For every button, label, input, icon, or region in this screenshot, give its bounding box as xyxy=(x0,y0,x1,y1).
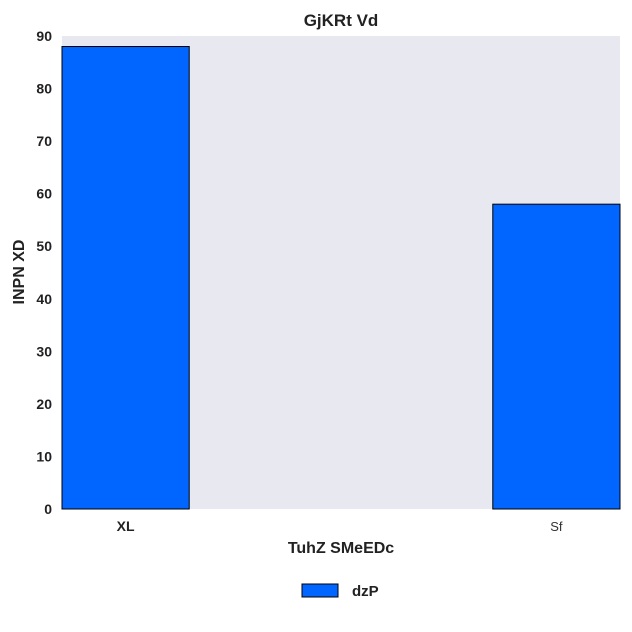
x-tick-label: Sf xyxy=(550,519,563,534)
y-tick-label: 70 xyxy=(36,133,52,149)
y-tick-label: 20 xyxy=(36,396,52,412)
chart-title: GjKRt Vd xyxy=(304,11,379,30)
y-tick-label: 90 xyxy=(36,28,52,44)
legend-label: dzP xyxy=(352,583,379,600)
y-tick-label: 40 xyxy=(36,291,52,307)
legend: dzP xyxy=(302,583,379,600)
bar xyxy=(493,204,620,509)
x-axis-label: TuhZ SMeEDc xyxy=(288,540,394,557)
y-axis-label: INPN XD xyxy=(11,240,28,305)
y-axis-ticks: 0 10 20 30 40 50 60 70 80 90 xyxy=(36,28,52,517)
bar xyxy=(62,47,189,509)
y-tick-label: 0 xyxy=(44,501,52,517)
y-tick-label: 80 xyxy=(36,81,52,97)
x-tick-label: XL xyxy=(117,518,135,534)
x-axis-ticks: XL Sf xyxy=(117,518,563,534)
y-tick-label: 30 xyxy=(36,343,52,359)
y-tick-label: 50 xyxy=(36,238,52,254)
y-tick-label: 60 xyxy=(36,186,52,202)
legend-swatch xyxy=(302,584,338,597)
y-tick-label: 10 xyxy=(36,448,52,464)
